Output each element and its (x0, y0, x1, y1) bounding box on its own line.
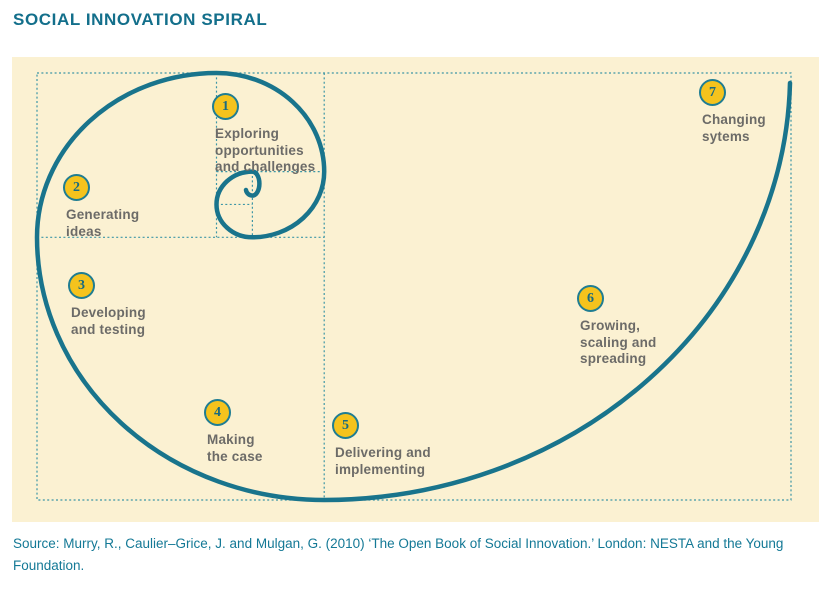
spiral-diagram (34, 70, 793, 503)
stage-label: Generating ideas (66, 207, 140, 239)
page-title: SOCIAL INNOVATION SPIRAL (13, 10, 268, 29)
source-citation: Source: Murry, R., Caulier–Grice, J. and… (13, 536, 784, 573)
stage-node-3: 3 Developing and testing (68, 272, 146, 338)
diagram-panel: 1 Exploring opportunities and challenges 2 Ge… (12, 57, 819, 522)
stage-label: Delivering and implementing (335, 445, 431, 477)
stage-number-badge: 1 (212, 93, 239, 120)
stage-node-1: 1 Exploring opportunities and challenges (212, 93, 315, 176)
stage-label: Developing and testing (71, 305, 146, 337)
fibonacci-grid (36, 72, 792, 501)
stage-node-4: 4 Making the case (204, 399, 263, 465)
stage-number-badge: 2 (63, 174, 90, 201)
stage-label: Making the case (207, 432, 263, 464)
stage-label: Growing, scaling and spreading (580, 318, 657, 366)
stage-node-6: 6 Growing, scaling and spreading (577, 285, 656, 368)
stage-label: Changing sytems (702, 112, 766, 144)
stage-node-2: 2 Generating ideas (63, 174, 139, 240)
stage-number-badge: 4 (204, 399, 231, 426)
stage-node-5: 5 Delivering and implementing (332, 412, 431, 478)
stage-number-badge: 5 (332, 412, 359, 439)
stage-number-badge: 6 (577, 285, 604, 312)
stage-label: Exploring opportunities and challenges (215, 126, 316, 174)
spiral-curve (34, 70, 793, 503)
stage-node-7: 7 Changing sytems (699, 79, 766, 145)
stage-number-badge: 3 (68, 272, 95, 299)
stage-number-badge: 7 (699, 79, 726, 106)
